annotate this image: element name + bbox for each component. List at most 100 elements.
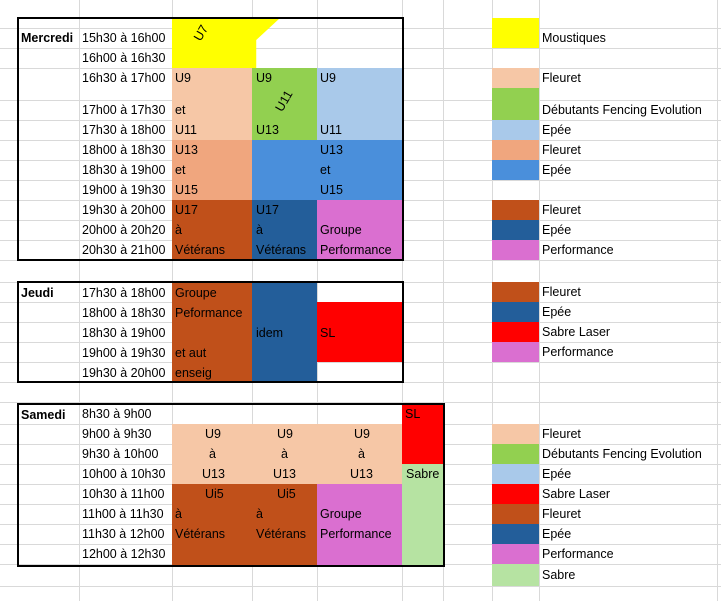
swatch-navy	[492, 302, 539, 322]
swatch-red	[492, 484, 539, 504]
swatch-lightblue	[492, 120, 539, 140]
mercredi-c2-green[interactable]	[252, 68, 317, 140]
time-slot: 18h00 à 18h30	[82, 306, 166, 320]
group-label: Groupe	[175, 286, 217, 300]
group-label: et aut	[175, 346, 207, 360]
group-label: U11	[175, 123, 198, 137]
group-label: U9	[205, 427, 221, 441]
samedi-peach[interactable]	[172, 424, 402, 484]
group-label: à	[358, 447, 365, 461]
swatch-green	[492, 444, 539, 464]
time-slot: 19h30 à 20h00	[82, 203, 166, 217]
swatch-brown	[492, 282, 539, 302]
time-slot: 18h30 à 19h00	[82, 326, 166, 340]
swatch-peach	[492, 68, 539, 88]
group-label: à	[209, 447, 216, 461]
samedi-sl-red[interactable]	[402, 404, 443, 464]
time-slot: 19h30 à 20h00	[82, 366, 166, 380]
swatch-peach-dark	[492, 140, 539, 160]
legend-label: Performance	[542, 547, 614, 561]
mercredi-c1-peach-dark[interactable]	[172, 140, 252, 200]
jeudi-c1-brown[interactable]	[172, 282, 252, 382]
group-label: Groupe	[320, 507, 362, 521]
swatch-peach	[492, 424, 539, 444]
swatch-yellow	[492, 18, 539, 48]
time-slot: 17h30 à 18h00	[82, 123, 166, 137]
group-label: à	[175, 223, 182, 237]
group-label: Vétérans	[175, 527, 226, 541]
time-slot: 16h00 à 16h30	[82, 51, 166, 65]
time-slot: 20h00 à 20h20	[82, 223, 166, 237]
group-label: U17	[256, 203, 279, 217]
time-slot: 19h00 à 19h30	[82, 183, 166, 197]
swatch-brown	[492, 200, 539, 220]
legend-label: Fleuret	[542, 427, 581, 441]
samedi-c12-brown[interactable]	[172, 484, 317, 566]
time-slot: 10h00 à 10h30	[82, 467, 166, 481]
swatch-pink	[492, 342, 539, 362]
group-label: et	[175, 103, 186, 117]
mercredi-c1-peach[interactable]	[172, 68, 252, 140]
mercredi-c23-blue[interactable]	[252, 140, 402, 200]
group-label: Ui5	[205, 487, 224, 501]
mercredi-c1-brown[interactable]	[172, 200, 252, 260]
samedi-c3-pink[interactable]	[317, 484, 402, 566]
group-label: U11	[320, 123, 343, 137]
mercredi-c3-pink[interactable]	[317, 200, 402, 260]
time-slot: 17h00 à 17h30	[82, 103, 166, 117]
group-label: et	[175, 163, 186, 177]
group-label: Vétérans	[256, 243, 307, 257]
group-label: U9	[277, 427, 293, 441]
time-slot: 9h00 à 9h30	[82, 427, 152, 441]
group-label: U17	[175, 203, 198, 217]
time-slot: 20h30 à 21h00	[82, 243, 166, 257]
swatch-brown	[492, 504, 539, 524]
group-label: Ui5	[277, 487, 296, 501]
jeudi-c3-red[interactable]	[317, 302, 402, 362]
group-label: U15	[320, 183, 343, 197]
samedi-sabre-green[interactable]	[402, 464, 443, 566]
swatch-navy	[492, 220, 539, 240]
legend-label: Sabre Laser	[542, 325, 611, 339]
mercredi-u7-cell[interactable]	[172, 18, 280, 68]
time-slot: 10h30 à 11h00	[82, 487, 165, 501]
swatch-navy	[492, 524, 539, 544]
time-slot: 19h00 à 19h30	[82, 346, 166, 360]
group-label: U13	[320, 143, 343, 157]
legend-label: Fleuret	[542, 203, 581, 217]
group-label: U9	[354, 427, 370, 441]
legend-label: Epée	[542, 305, 572, 319]
group-label: idem	[256, 326, 284, 340]
time-slot: 11h30 à 12h00	[82, 527, 165, 541]
group-label: U13	[202, 467, 225, 481]
mercredi-day-label: Mercredi	[21, 31, 74, 45]
swatch-light-green	[492, 564, 539, 586]
legend-label: Fleuret	[542, 143, 581, 157]
samedi-day-label: Samedi	[21, 408, 66, 422]
legend-label: Débutants Fencing Evolution	[542, 447, 702, 461]
jeudi-day-label: Jeudi	[21, 286, 54, 300]
swatch-red	[492, 322, 539, 342]
group-label: U13	[256, 123, 279, 137]
group-label: U13	[175, 143, 198, 157]
group-label: enseig	[175, 366, 212, 380]
swatch-lightblue	[492, 464, 539, 484]
time-slot: 12h00 à 12h30	[82, 547, 166, 561]
time-slot: 9h30 à 10h00	[82, 447, 159, 461]
group-label: U13	[273, 467, 296, 481]
group-label: SL	[320, 326, 336, 340]
legend-label: Fleuret	[542, 285, 581, 299]
group-label: Groupe	[320, 223, 362, 237]
sl-label: SL	[405, 407, 421, 421]
time-slot: 18h00 à 18h30	[82, 143, 166, 157]
group-label: U13	[350, 467, 373, 481]
group-label: Vétérans	[175, 243, 226, 257]
swatch-blue	[492, 160, 539, 180]
legend-label: Fleuret	[542, 71, 581, 85]
mercredi-c3-lightblue[interactable]	[317, 68, 402, 140]
swatch-pink	[492, 544, 539, 564]
mercredi-c2-navy[interactable]	[252, 200, 317, 260]
jeudi-c2-navy[interactable]	[252, 282, 317, 382]
swatch-pink	[492, 240, 539, 260]
group-label: à	[175, 507, 182, 521]
